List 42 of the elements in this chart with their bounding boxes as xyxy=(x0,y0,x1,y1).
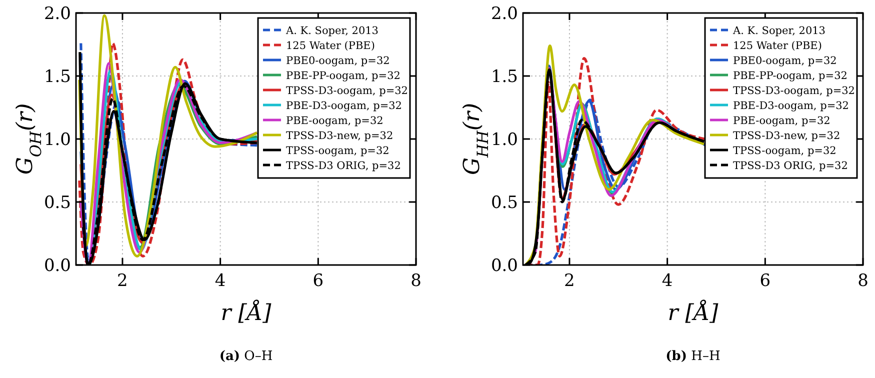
y-tick-label: 1.5 xyxy=(490,67,518,87)
legend-label: PBE-oogam, p=32 xyxy=(733,115,830,127)
x-tick-label: 8 xyxy=(858,271,868,291)
y-tick-label: 1.0 xyxy=(44,130,71,150)
legend-label: TPSS-D3-oogam, p=32 xyxy=(286,85,408,97)
text: (b) H–H xyxy=(666,349,720,364)
legend-label: TPSS-D3 ORIG, p=32 xyxy=(286,160,401,172)
y-tick-label: 2.0 xyxy=(44,4,71,24)
legend-label: PBE0-oogam, p=32 xyxy=(286,55,390,67)
x-tick-label: 4 xyxy=(214,271,226,291)
y-tick-label: 1.0 xyxy=(490,130,518,150)
legend-label: 125 Water (PBE) xyxy=(733,40,822,52)
legend-label: PBE-PP-oogam, p=32 xyxy=(286,70,400,82)
legend-label: TPSS-D3-new, p=32 xyxy=(733,130,840,142)
x-tick-label: 2 xyxy=(117,271,128,291)
y-tick-label: 0.0 xyxy=(490,256,518,276)
y-tick-label: 0.0 xyxy=(44,256,71,276)
text: (a) O–H xyxy=(219,349,273,364)
y-tick-label: 1.5 xyxy=(44,67,71,87)
legend-label: A. K. Soper, 2013 xyxy=(285,25,378,37)
x-tick-label: 6 xyxy=(312,271,324,291)
y-tick-label: 0.5 xyxy=(44,193,71,213)
legend-label: PBE-oogam, p=32 xyxy=(286,115,384,127)
legend-label: 125 Water (PBE) xyxy=(286,40,375,52)
legend-label: A. K. Soper, 2013 xyxy=(732,25,826,37)
legend-label: PBE-D3-oogam, p=32 xyxy=(286,100,402,112)
legend-label: TPSS-oogam, p=32 xyxy=(733,145,836,157)
legend-label: TPSS-oogam, p=32 xyxy=(286,145,390,157)
y-tick-label: 2.0 xyxy=(490,4,518,24)
x-tick-label: 8 xyxy=(410,271,422,291)
x-axis-title: r [Å] xyxy=(668,299,719,326)
legend-label: TPSS-D3-oogam, p=32 xyxy=(733,85,855,97)
legend-label: PBE-D3-oogam, p=32 xyxy=(733,100,849,112)
x-tick-label: 4 xyxy=(662,271,673,291)
x-axis-title: r [Å] xyxy=(220,299,272,326)
legend-label: TPSS-D3-new, p=32 xyxy=(286,130,394,142)
legend-label: PBE0-oogam, p=32 xyxy=(733,55,837,67)
x-tick-label: 6 xyxy=(760,271,771,291)
y-tick-label: 0.5 xyxy=(490,193,518,213)
legend-label: TPSS-D3 ORIG, p=32 xyxy=(733,160,848,172)
x-tick-label: 2 xyxy=(564,271,575,291)
legend-label: PBE-PP-oogam, p=32 xyxy=(733,70,848,82)
